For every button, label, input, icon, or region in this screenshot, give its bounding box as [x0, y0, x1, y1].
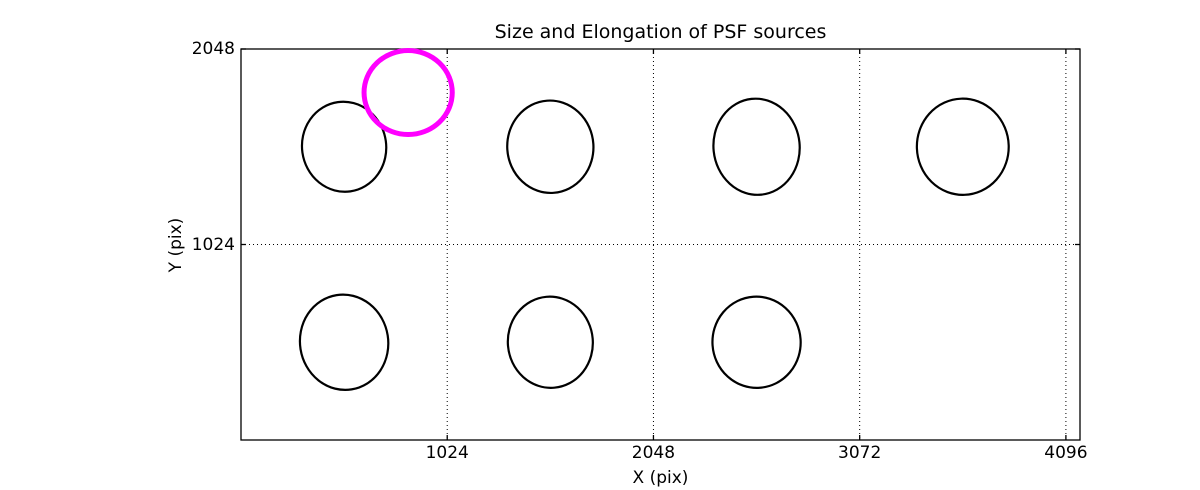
psf-source-ellipse: [915, 97, 1010, 196]
psf-source-ellipse: [712, 97, 801, 196]
psf-source-ellipse: [300, 100, 388, 193]
psf-source-ellipse: [298, 293, 390, 391]
y-tick-label-2048: 2048: [191, 39, 235, 59]
chart-title: Size and Elongation of PSF sources: [494, 21, 827, 43]
y-tick-label-1024: 1024: [191, 234, 235, 255]
x-axis-label: X (pix): [632, 468, 689, 488]
x-tick-label-4096: 4096: [1044, 443, 1088, 463]
psf-source-ellipse: [711, 295, 802, 389]
x-tick-label-2048: 2048: [631, 443, 676, 463]
psf-source-ellipse-highlighted: [361, 48, 455, 138]
psf-source-ellipse: [506, 295, 594, 389]
x-tick-label-3072: 3072: [838, 443, 882, 463]
x-tick-label-1024: 1024: [425, 443, 469, 463]
psf-source-ellipse: [506, 99, 595, 195]
